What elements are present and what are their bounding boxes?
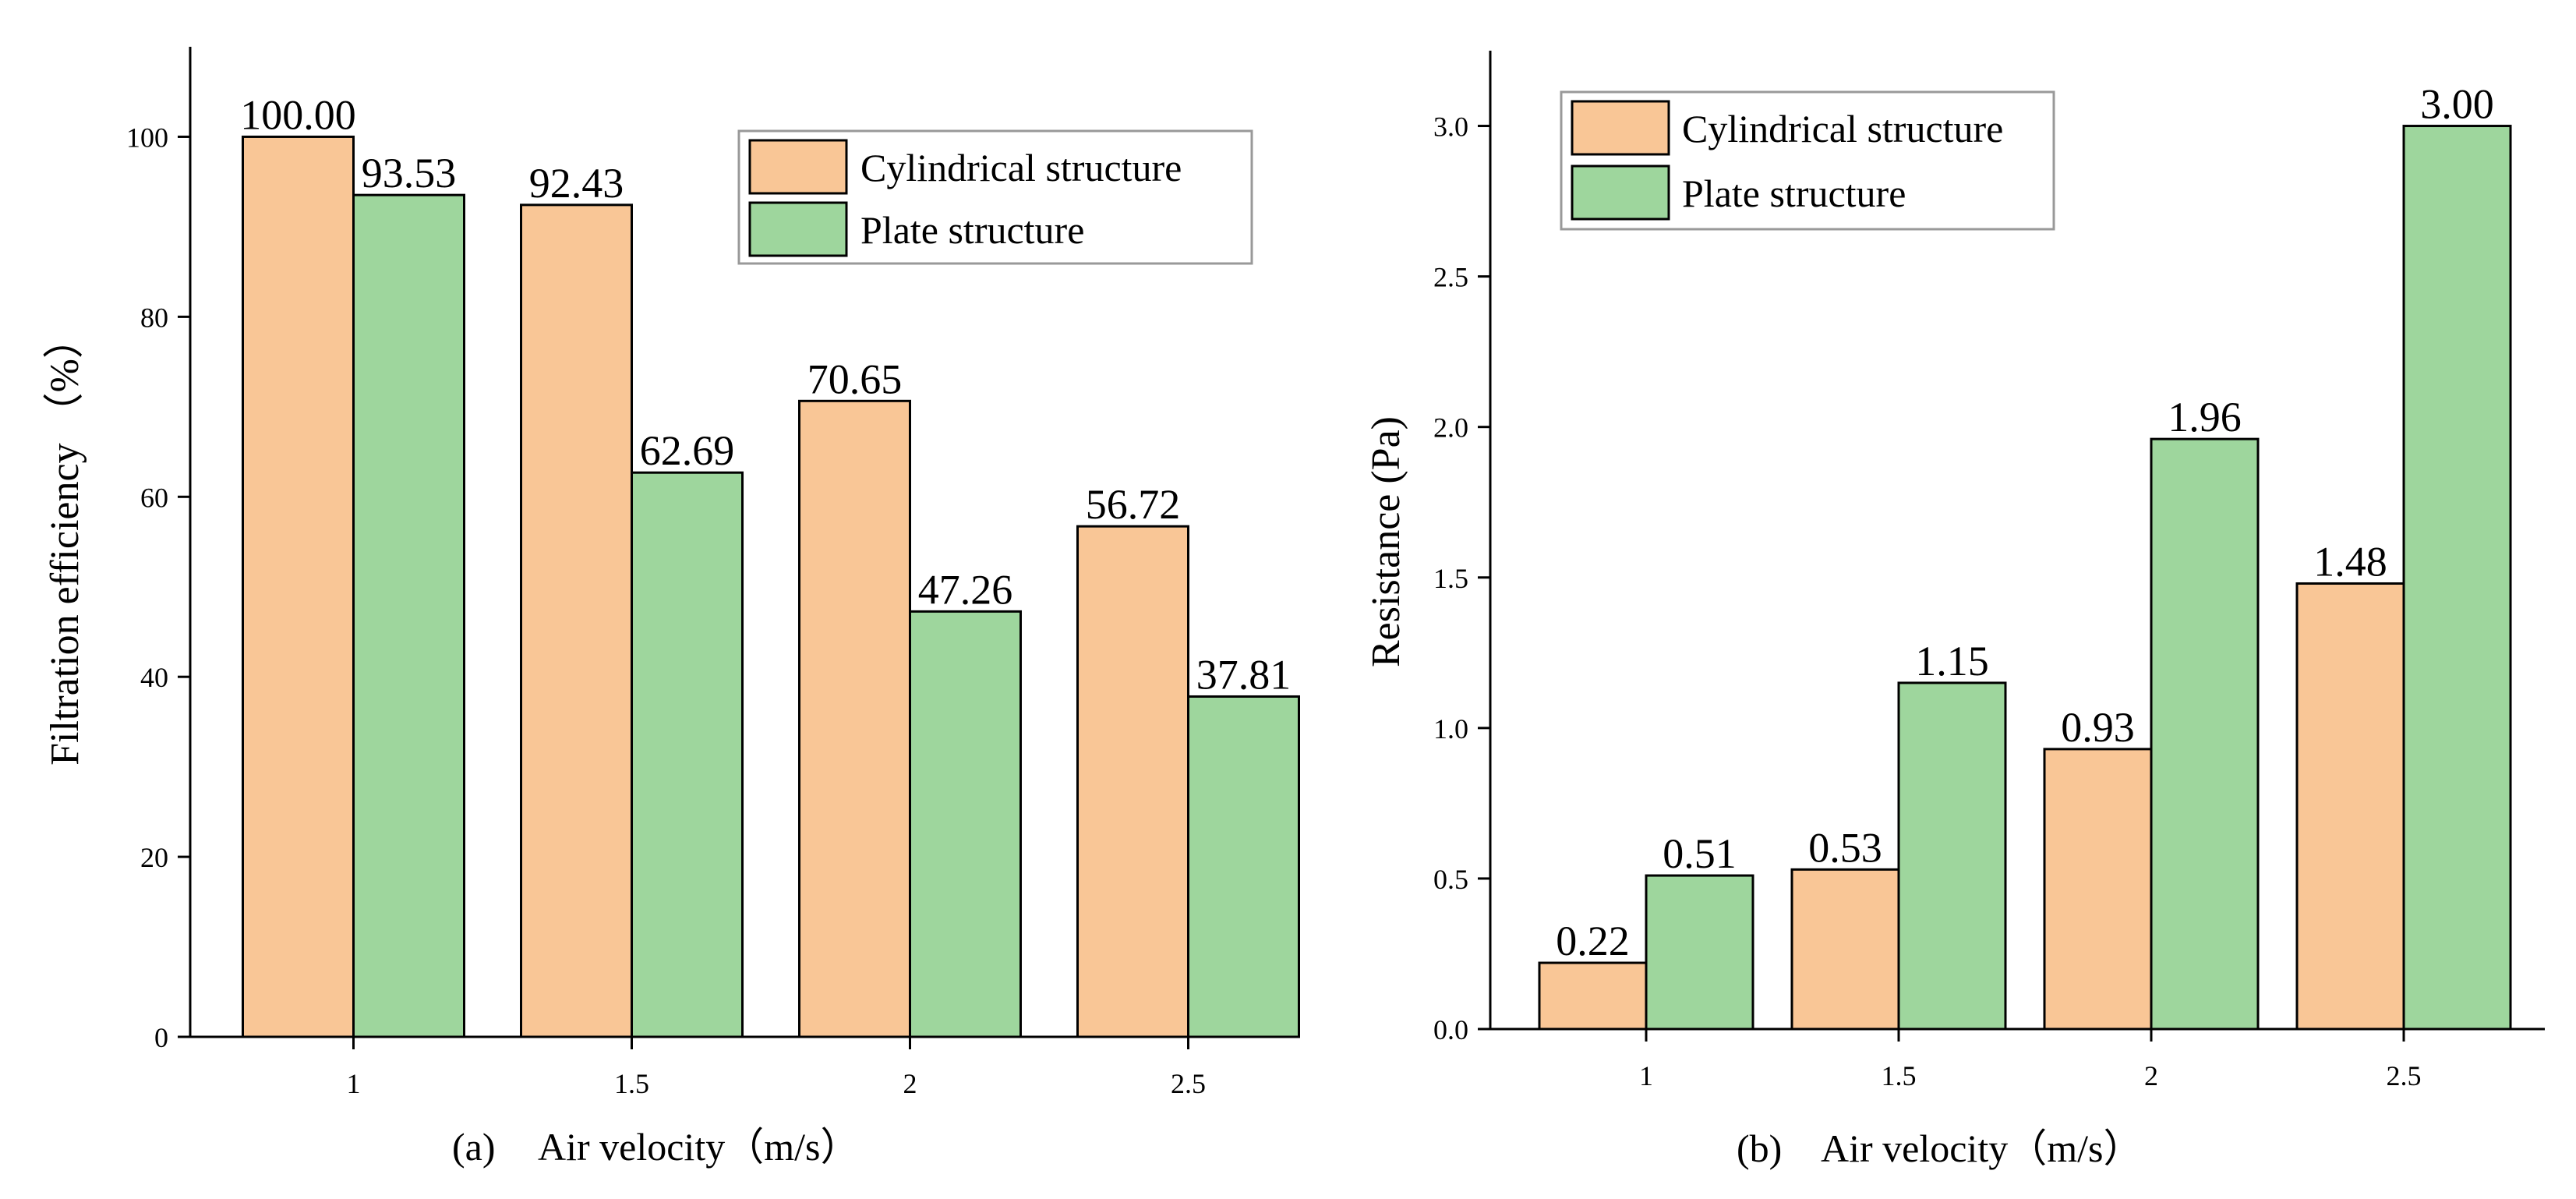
b-x-tick-label: 2.5 (2387, 1060, 2422, 1091)
chart-a-caption: (a) (452, 1125, 496, 1169)
b-x-tick-label: 1 (1639, 1060, 1653, 1091)
b-data-label-plate-1: 0.51 (1663, 830, 1737, 877)
a-bar-cylindrical-3 (798, 399, 911, 1038)
b-bar-plate-1 (1645, 874, 1754, 1031)
a-data-label-cylindrical-2: 92.43 (529, 160, 624, 207)
a-y-tick-label: 80 (140, 302, 168, 333)
b-y-tick-label: 2.5 (1433, 262, 1468, 293)
chart-a-x-axis-label: Air velocity（m/s） (538, 1125, 859, 1169)
a-data-label-cylindrical-3: 70.65 (807, 355, 903, 402)
a-data-label-cylindrical-1: 100.00 (240, 91, 356, 138)
chart-b-data-labels: 0.22 0.51 0.53 1.15 0.93 1.96 1.48 3.00 (1556, 81, 2494, 965)
a-bar-plate-1 (352, 193, 465, 1038)
b-y-tick-label: 1.5 (1433, 563, 1468, 594)
chart-a-bars (242, 135, 1300, 1038)
b-y-tick-label: 2.0 (1433, 412, 1468, 444)
b-data-label-cylindrical-4: 1.48 (2313, 538, 2387, 585)
b-bar-cylindrical-1 (1538, 961, 1648, 1031)
a-y-tick-label: 100 (126, 122, 168, 153)
a-y-tick-label: 60 (140, 482, 168, 513)
b-bar-cylindrical-2 (1790, 868, 1900, 1031)
b-bar-plate-4 (2402, 125, 2512, 1031)
a-bar-plate-3 (909, 610, 1022, 1038)
b-x-tick-label: 1.5 (1882, 1060, 1917, 1091)
a-bar-plate-4 (1187, 695, 1300, 1038)
chart-b: 0.220.51 0.531.150.931.961.483.00 0.00.51… (1364, 51, 2545, 1170)
chart-a-legend-swatch-cylindrical (748, 139, 848, 195)
a-x-tick-label: 2 (903, 1068, 917, 1099)
chart-b-bars (1538, 125, 2512, 1031)
b-y-tick-label: 1.0 (1433, 713, 1468, 745)
a-data-label-plate-1: 93.53 (362, 150, 457, 196)
a-x-tick-label: 1.5 (614, 1068, 649, 1099)
a-bar-cylindrical-1 (242, 135, 355, 1038)
a-x-tick-label: 1 (347, 1068, 361, 1099)
b-bar-cylindrical-3 (2043, 748, 2153, 1031)
b-data-label-plate-2: 1.15 (1915, 638, 1989, 684)
chart-a-x-ticks: 1 1.5 2 2.5 (347, 1037, 1206, 1099)
a-data-label-cylindrical-4: 56.72 (1086, 481, 1181, 528)
b-bar-plate-2 (1897, 681, 2007, 1031)
b-data-label-cylindrical-1: 0.22 (1556, 918, 1630, 964)
a-bar-cylindrical-4 (1076, 525, 1189, 1038)
b-bar-plate-3 (2150, 437, 2260, 1031)
chart-b-caption: (b) (1737, 1126, 1782, 1170)
chart-b-y-axis-label: Resistance (Pa) (1364, 416, 1408, 667)
chart-a-legend-label-plate: Plate structure (860, 208, 1084, 252)
a-y-tick-label: 40 (140, 662, 168, 693)
chart-b-x-axis-label: Air velocity（m/s） (1821, 1126, 2142, 1170)
a-data-label-plate-4: 37.81 (1196, 651, 1292, 698)
chart-b-y-ticks: 0.0 0.5 1.0 1.5 2.0 2.5 3.0 (1433, 111, 1490, 1045)
b-y-tick-label: 0.0 (1433, 1014, 1468, 1045)
chart-b-legend-label-plate: Plate structure (1682, 172, 1906, 215)
chart-a-legend-label-cylindrical: Cylindrical structure (860, 146, 1182, 189)
b-y-tick-label: 0.5 (1433, 864, 1468, 895)
a-y-tick-label: 20 (140, 842, 168, 873)
chart-b-legend-label-cylindrical: Cylindrical structure (1682, 107, 2003, 150)
b-data-label-cylindrical-3: 0.93 (2061, 704, 2135, 751)
chart-a-y-axis-label: Filtration efficiency （%） (43, 318, 87, 766)
b-y-tick-label: 3.0 (1433, 111, 1468, 143)
a-bar-plate-2 (631, 471, 744, 1038)
chart-b-legend: Cylindrical structure Plate structure (1560, 90, 2055, 231)
a-data-label-plate-2: 62.69 (640, 427, 735, 474)
b-data-label-plate-4: 3.00 (2420, 81, 2494, 128)
chart-a-legend-swatch-plate (748, 201, 848, 257)
b-data-label-cylindrical-2: 0.53 (1808, 824, 1882, 871)
chart-b-x-ticks: 1 1.5 2 2.5 (1639, 1029, 2422, 1091)
a-bar-cylindrical-2 (520, 203, 633, 1038)
a-x-tick-label: 2.5 (1171, 1068, 1206, 1099)
a-y-tick-label: 0 (154, 1022, 168, 1053)
b-x-tick-label: 2 (2144, 1060, 2158, 1091)
chart-a-y-ticks: 0 20 40 60 80 100 (126, 122, 190, 1053)
a-data-label-plate-3: 47.26 (918, 566, 1013, 613)
chart-a-legend: Cylindrical structure Plate structure (737, 129, 1253, 265)
chart-b-legend-swatch-cylindrical (1571, 100, 1670, 156)
b-data-label-plate-3: 1.96 (2168, 394, 2242, 440)
chart-b-legend-swatch-plate (1571, 164, 1670, 221)
b-bar-cylindrical-4 (2295, 582, 2405, 1031)
